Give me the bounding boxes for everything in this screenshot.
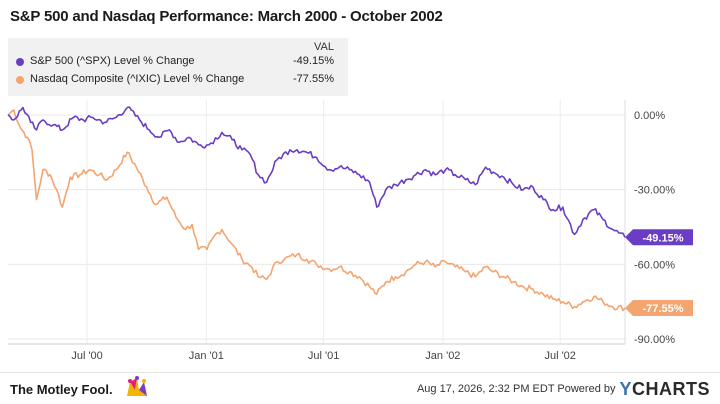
series-end-label-1: -77.55%	[643, 303, 684, 315]
legend-value-spx: -49.15%	[293, 55, 334, 67]
chart-title: S&P 500 and Nasdaq Performance: March 20…	[10, 8, 443, 25]
legend-item-ixic: Nasdaq Composite (^IXIC) Level % Change …	[16, 73, 334, 89]
legend-swatch-ixic	[16, 76, 24, 84]
footer-timestamp: Aug 17, 2026, 2:32 PM EDT Powered by	[416, 383, 616, 395]
legend-value-header: VAL	[314, 41, 334, 53]
ycharts-logo-y: Y	[619, 378, 632, 399]
footer-attribution: Aug 17, 2026, 2:32 PM EDT Powered by YCH…	[417, 379, 710, 399]
y-tick-label-1: -30.00%	[634, 185, 675, 197]
legend-value-ixic: -77.55%	[293, 73, 334, 85]
x-tick-label-3: Jan '02	[425, 350, 460, 362]
x-tick-label-1: Jan '01	[189, 350, 224, 362]
y-tick-label-0: 0.00%	[634, 110, 665, 122]
series-line-1	[7, 109, 626, 312]
series-line-0	[7, 106, 626, 238]
legend-swatch-spx	[16, 58, 24, 66]
legend-item-spx: S&P 500 (^SPX) Level % Change -49.15%	[16, 55, 334, 71]
y-tick-label-3: -90.00%	[634, 334, 675, 346]
jester-hat-icon	[127, 376, 147, 396]
legend-label-spx: S&P 500 (^SPX) Level % Change	[30, 55, 195, 67]
x-tick-label-0: Jul '00	[71, 350, 102, 362]
series-end-label-0: -49.15%	[643, 232, 684, 244]
series-end-tag-1	[625, 300, 693, 317]
chart-legend: VAL S&P 500 (^SPX) Level % Change -49.15…	[8, 38, 348, 96]
footer-divider	[0, 372, 720, 373]
series-end-tag-0	[625, 229, 693, 246]
x-tick-label-4: Jul '02	[544, 350, 575, 362]
ycharts-logo: YCHARTS	[619, 379, 710, 400]
y-tick-label-2: -60.00%	[634, 259, 675, 271]
chart-plot: 0.00% -30.00% -60.00% -90.00% Jul '00 Jan '01…	[7, 100, 693, 362]
legend-label-ixic: Nasdaq Composite (^IXIC) Level % Change	[30, 73, 245, 85]
motley-fool-logo: The Motley Fool.	[8, 376, 168, 402]
ycharts-logo-rest: CHARTS	[632, 378, 710, 399]
x-tick-label-2: Jul '01	[308, 350, 339, 362]
logo-text: The Motley Fool.	[10, 382, 113, 397]
